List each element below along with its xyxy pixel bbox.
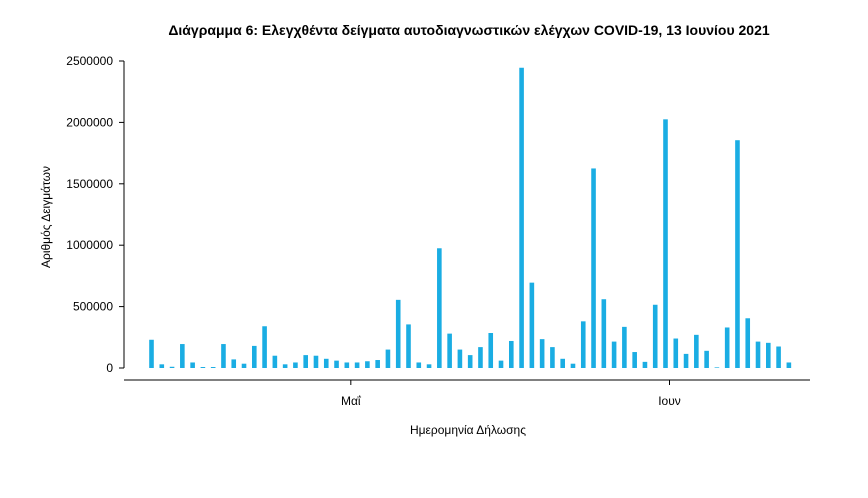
bar: [334, 360, 339, 368]
bar: [169, 366, 175, 368]
bar: [385, 349, 391, 368]
bar: [149, 339, 154, 368]
bar: [560, 358, 565, 368]
bar: [282, 364, 288, 368]
bar: [365, 361, 370, 368]
bar: [652, 304, 658, 368]
bar: [221, 344, 226, 368]
bar: [416, 362, 422, 368]
bar: [673, 338, 679, 368]
bar: [611, 341, 617, 368]
bar: [694, 334, 699, 368]
bar: [406, 324, 411, 368]
bar: [714, 367, 720, 368]
bar: [622, 326, 627, 368]
bar: [313, 355, 319, 368]
bar: [766, 342, 771, 368]
bar: [159, 364, 165, 368]
bar: [293, 362, 298, 368]
bar: [262, 326, 267, 368]
bar: [786, 362, 792, 368]
bar: [200, 367, 206, 368]
bar: [375, 360, 380, 368]
bar: [231, 359, 237, 368]
bar: [580, 321, 586, 368]
y-tick-label: 0: [106, 361, 113, 375]
bar: [539, 339, 545, 368]
bar: [755, 341, 761, 368]
y-axis-label: Αριθμός Δειγμάτων: [39, 166, 53, 268]
bar: [467, 355, 473, 368]
y-tick-label: 2500000: [66, 54, 113, 68]
x-tick-label: Ιουν: [658, 394, 681, 408]
bar: [457, 349, 463, 368]
bar: [745, 318, 751, 368]
bar: [683, 353, 689, 368]
bar: [519, 67, 524, 368]
chart-title: Διάγραμμα 6: Ελεγχθέντα δείγματα αυτοδια…: [168, 22, 770, 38]
bar: [241, 363, 247, 368]
bar: [354, 362, 360, 368]
x-axis-label: Ημερομηνία Δήλωσης: [410, 423, 526, 437]
y-tick-label: 1000000: [66, 238, 113, 252]
y-tick-label: 1500000: [66, 177, 113, 191]
bar: [550, 347, 555, 368]
bar: [591, 168, 596, 368]
bar: [663, 119, 668, 368]
bar: [488, 333, 494, 368]
bar: [323, 358, 329, 368]
x-tick-label: Μαΐ: [341, 394, 362, 408]
bar: [190, 362, 195, 368]
bar: [180, 344, 185, 368]
bars-group: [149, 67, 792, 368]
bar: [529, 282, 535, 368]
bar: [395, 299, 401, 368]
bar: [210, 367, 216, 368]
bar: [704, 350, 709, 368]
bar: [272, 355, 278, 368]
bar: [570, 363, 576, 368]
y-tick-label: 500000: [73, 300, 113, 314]
bar: [498, 360, 504, 368]
bar: [509, 340, 514, 368]
bar: [724, 327, 730, 368]
bar: [447, 333, 452, 368]
bar: [478, 347, 483, 368]
bar: [426, 364, 432, 368]
y-tick-label: 2000000: [66, 115, 113, 129]
bar: [632, 352, 637, 368]
y-axis: 0 500000 1000000 1500000 2000000 2500000: [66, 54, 125, 375]
x-axis: Μαΐ Ιουν: [124, 379, 810, 408]
bar: [437, 248, 442, 368]
bar: [601, 299, 607, 368]
bar: [735, 140, 740, 368]
bar: [642, 361, 648, 368]
bar: [252, 345, 257, 368]
bar: [776, 346, 781, 368]
bar: [303, 355, 308, 368]
bar: [344, 362, 350, 368]
